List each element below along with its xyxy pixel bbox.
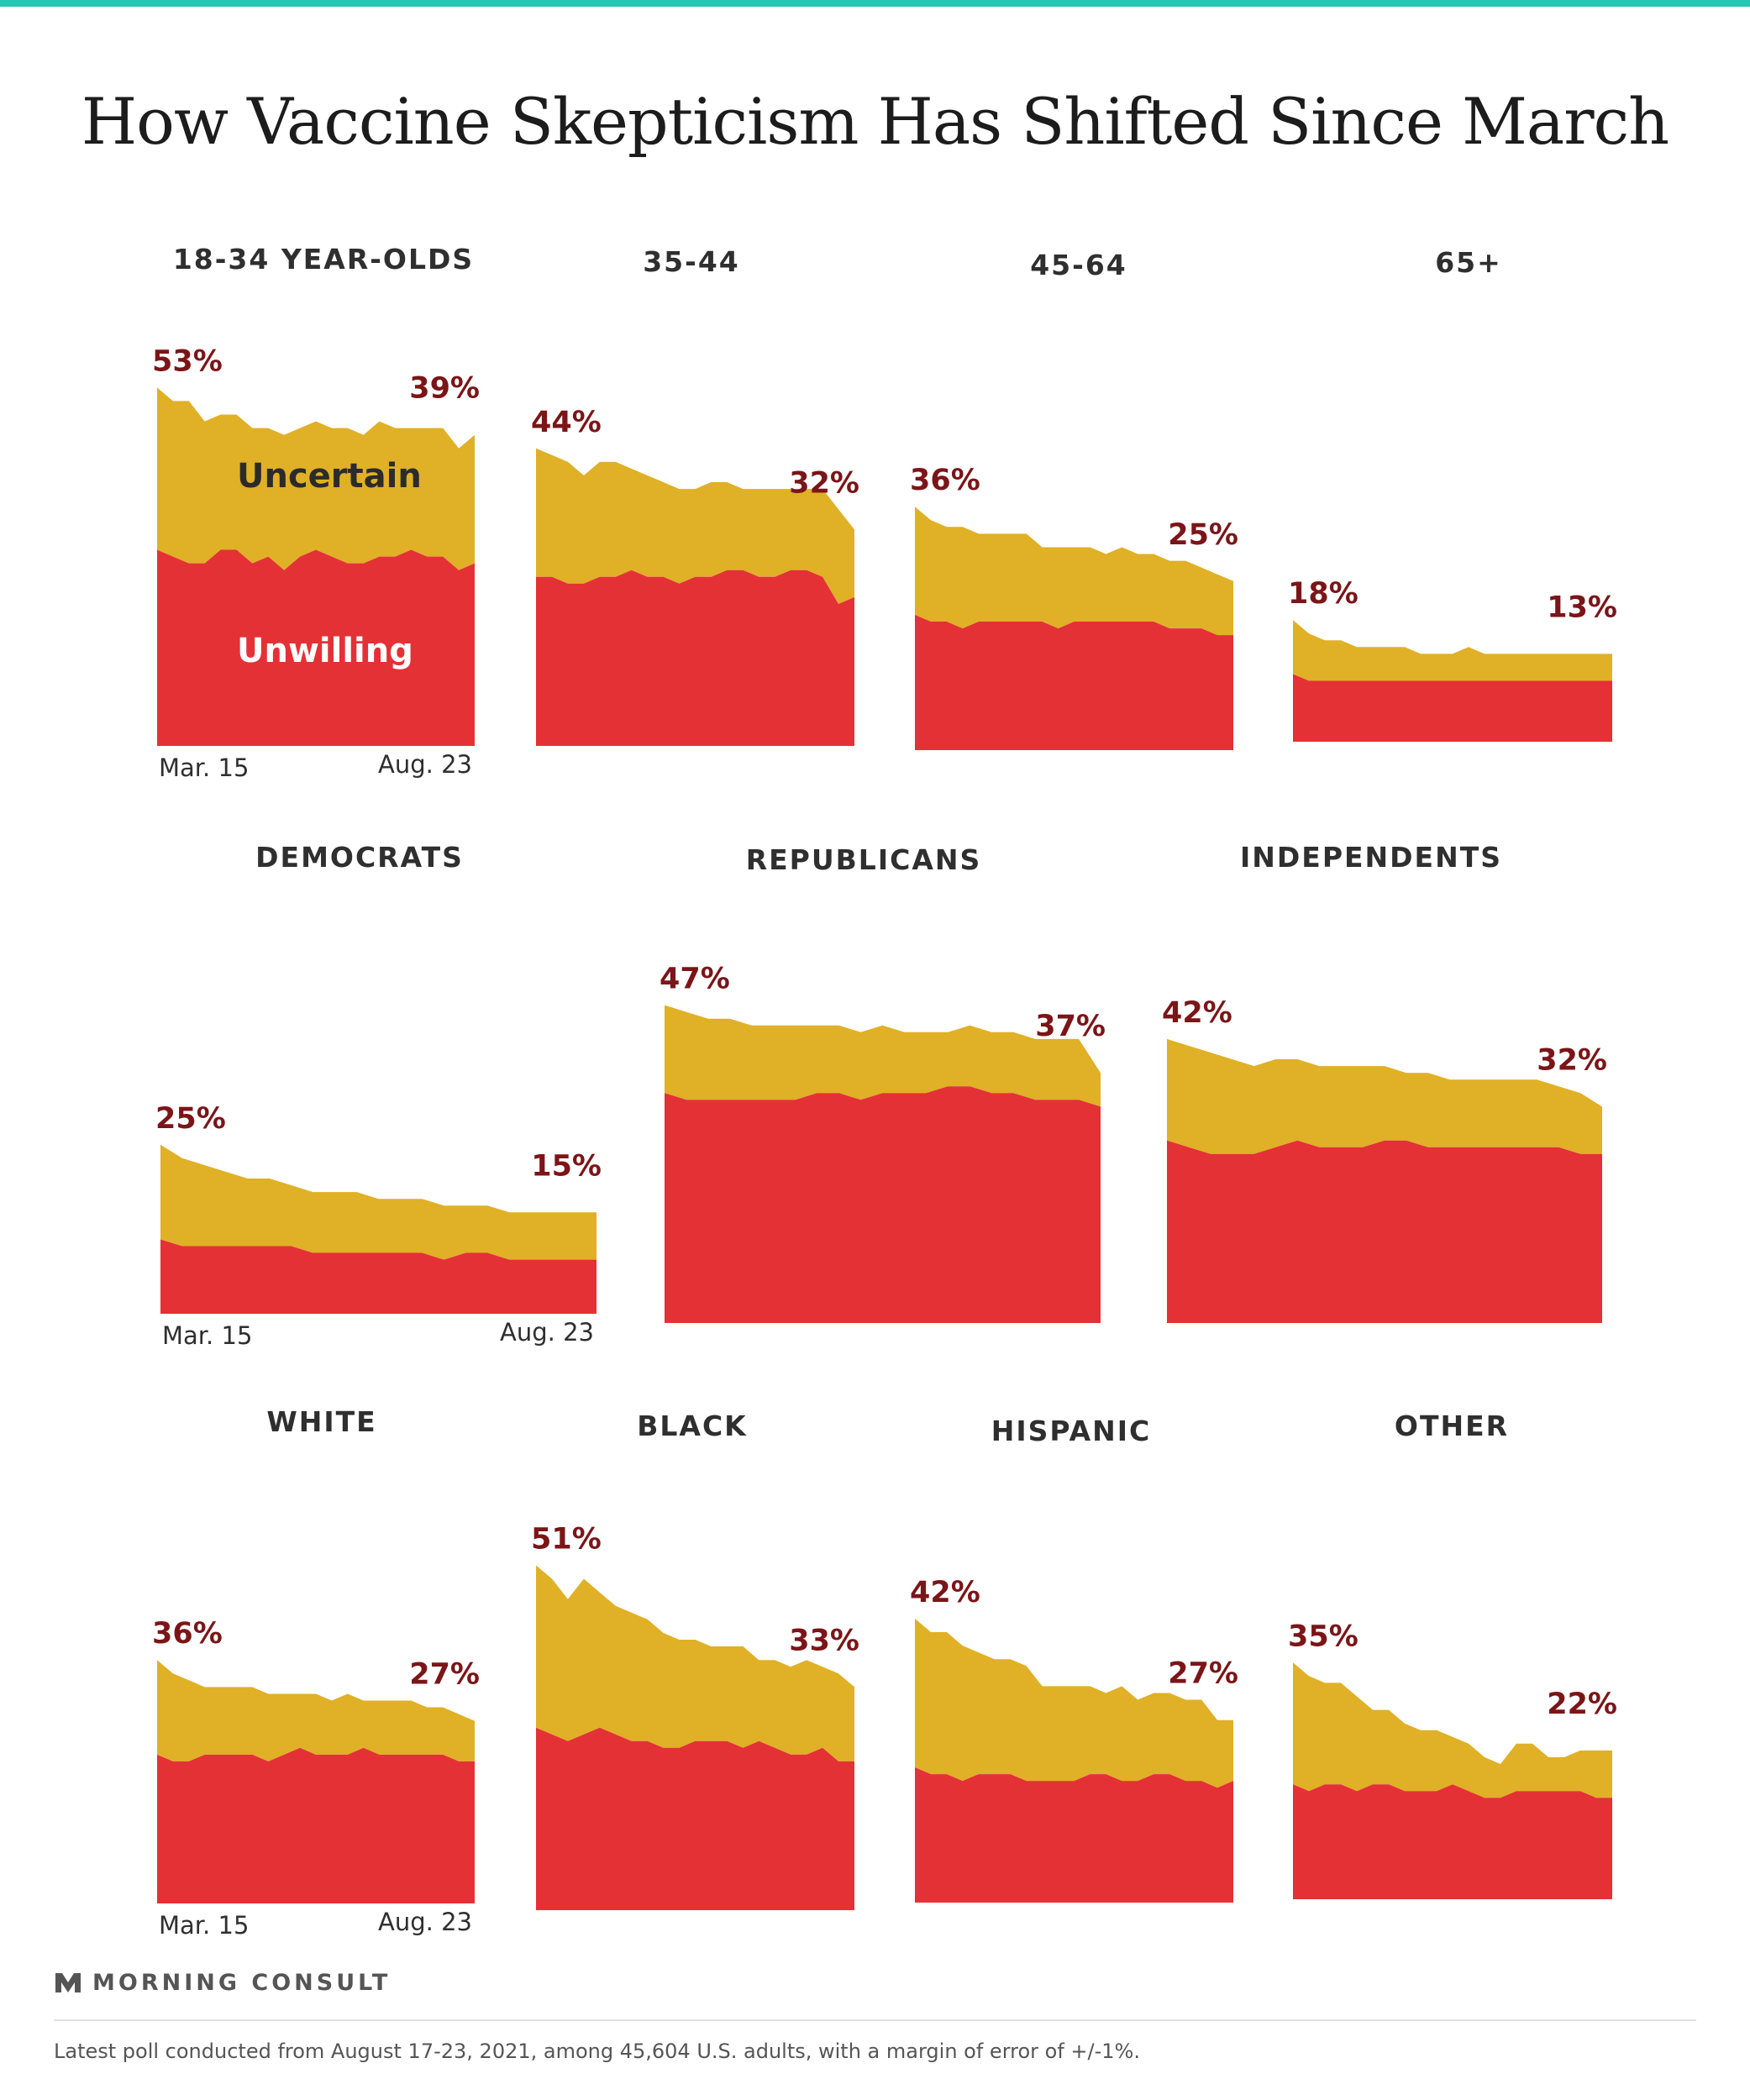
panel-title: INDEPENDENTS [1240,841,1502,874]
end-value-label: 27% [1168,1657,1238,1691]
brand-logo: MORNING CONSULT [54,1968,391,1997]
unwilling-area [665,1086,1101,1323]
unwilling-area [157,549,475,746]
unwilling-area [536,1727,854,1910]
end-value-label: 25% [1168,518,1238,552]
end-value-label: 37% [1035,1010,1106,1043]
morning-consult-logo-icon [55,1973,81,1992]
start-value-label: 44% [531,406,602,439]
start-value-label: 42% [910,1576,980,1609]
footer-divider [54,2019,1696,2021]
uncertain-area [536,1565,854,1761]
unwilling-area [160,1239,596,1314]
end-value-label: 15% [531,1149,602,1183]
panel-title: BLACK [637,1410,748,1442]
start-value-label: 35% [1288,1620,1358,1653]
end-value-label: 33% [789,1624,859,1657]
x-end-date-label: Aug. 23 [500,1318,594,1347]
uncertain-area [157,1660,475,1761]
end-value-label: 39% [409,372,480,406]
footnote: Latest poll conducted from August 17-23,… [54,2040,1140,2063]
end-value-label: 13% [1547,591,1617,624]
unwilling-area [157,1747,475,1903]
x-start-date-label: Mar. 15 [159,1911,249,1940]
uncertain-area [160,1144,596,1260]
x-end-date-label: Aug. 23 [378,1908,472,1936]
end-value-label: 27% [409,1658,480,1692]
start-value-label: 47% [660,963,730,996]
start-value-label: 42% [1162,996,1232,1030]
start-value-label: 18% [1288,577,1358,611]
start-value-label: 51% [531,1522,602,1556]
panel-title: 65+ [1435,246,1502,279]
x-start-date-label: Mar. 15 [159,753,249,782]
uncertain-area [1167,1038,1602,1154]
panel-title: REPUBLICANS [746,843,982,876]
panel-title: 18-34 YEAR-OLDS [173,243,474,276]
unwilling-area [1167,1140,1602,1323]
start-value-label: 36% [910,464,980,497]
panel-title: DEMOCRATS [255,841,464,874]
panel-title: 45-64 [1030,249,1127,281]
uncertain-area [915,1618,1233,1788]
chart-title: How Vaccine Skepticism Has Shifted Since… [81,84,1669,159]
legend-unwilling-label: Unwilling [237,632,413,670]
uncertain-area [665,1005,1101,1107]
unwilling-area [1293,674,1612,742]
panel-title: WHITE [266,1405,376,1438]
panel-title: HISPANIC [991,1415,1151,1447]
x-start-date-label: Mar. 15 [162,1321,252,1350]
top-accent-bar [0,0,1750,7]
start-value-label: 53% [152,344,223,378]
uncertain-area [536,448,854,604]
start-value-label: 36% [152,1617,223,1651]
unwilling-area [915,615,1233,750]
uncertain-area [157,387,475,570]
end-value-label: 32% [1537,1043,1607,1077]
end-value-label: 22% [1547,1688,1617,1721]
x-end-date-label: Aug. 23 [378,750,472,779]
panel-title: OTHER [1395,1410,1509,1442]
unwilling-area [915,1767,1233,1903]
unwilling-area [1293,1784,1612,1899]
unwilling-area [536,570,854,746]
panel-title: 35-44 [643,245,740,278]
uncertain-area [915,507,1233,636]
legend-uncertain-label: Uncertain [237,457,422,496]
uncertain-area [1293,1662,1612,1798]
brand-name: MORNING CONSULT [92,1969,392,1996]
end-value-label: 32% [789,466,859,500]
start-value-label: 25% [155,1102,226,1136]
uncertain-area [1293,620,1612,681]
